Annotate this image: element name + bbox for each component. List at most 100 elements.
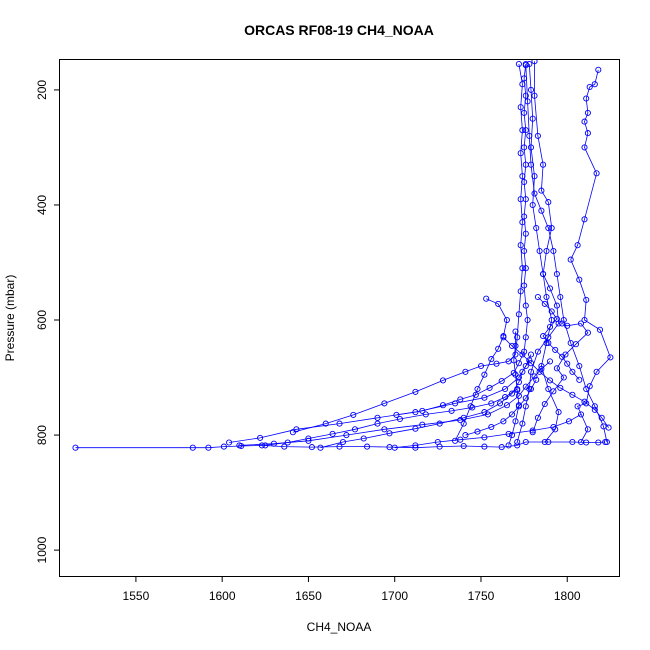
data-point [522,127,529,134]
data-point [422,411,429,418]
data-point [317,444,324,451]
series-layer [72,60,614,451]
data-point [329,430,336,437]
data-point [205,444,212,451]
data-point [524,98,531,105]
data-point [531,60,538,65]
series-profile [317,357,533,451]
data-point [305,435,312,442]
data-point [560,374,567,381]
series-line [516,61,560,443]
data-point [541,400,548,408]
chart-title: ORCAS RF08-19 CH4_NOAA [244,22,434,38]
y-tick-label: 400 [35,195,49,215]
series-line [537,296,580,381]
data-point [548,308,555,315]
data-point [553,315,560,322]
data-point [546,377,554,384]
data-point [586,383,593,390]
data-point [258,442,265,449]
data-point [595,439,602,446]
data-point [545,339,552,347]
data-point [577,320,585,327]
x-axis-label: CH4_NOAA [307,620,372,634]
data-point [522,302,529,309]
data-point [493,360,500,367]
data-point [448,407,455,414]
data-point [526,132,533,139]
series-line [396,63,529,416]
data-point [505,442,512,449]
data-point [72,444,79,451]
data-point [586,83,593,91]
data-point [484,411,491,418]
data-point [412,442,419,449]
data-point [508,342,516,349]
data-point [477,362,485,370]
data-point [581,316,588,324]
data-point [486,384,493,391]
data-point [607,354,614,361]
data-point [519,351,526,358]
series-profile [514,60,562,446]
data-point [514,387,521,394]
data-point [374,420,381,427]
data-point [560,316,567,324]
data-point [583,296,590,303]
data-point [522,92,529,99]
data-point [496,400,504,407]
data-point [557,293,564,301]
data-point [581,144,588,151]
data-point [522,62,529,69]
data-point [538,207,545,214]
data-point [533,224,540,232]
data-point [519,81,526,88]
data-point [483,295,490,302]
data-point [226,439,233,446]
data-point [436,420,443,427]
data-point [553,365,560,372]
data-point [522,265,529,272]
series-profile [500,334,612,431]
data-point [481,443,488,450]
data-point [519,368,526,375]
series-profile [505,328,522,449]
data-point [519,265,526,272]
series-line [265,388,518,446]
y-tick-label: 600 [35,310,49,330]
series-line [229,354,532,443]
data-point [462,368,469,375]
series-line [394,414,582,449]
data-point [474,428,481,435]
data-point [605,424,612,431]
data-point [527,144,535,151]
data-point [517,288,524,295]
data-point [559,320,566,327]
data-point [517,104,524,111]
series-profile [391,411,585,451]
series-line [320,360,530,449]
data-point [503,402,510,409]
data-point [514,442,521,449]
data-point [522,334,529,341]
data-point [596,326,604,333]
data-point [577,438,585,446]
data-point [189,444,196,451]
data-point [591,81,598,88]
x-tick-label: 1600 [209,589,236,603]
data-point [220,443,227,450]
data-point [534,293,541,301]
data-point [515,392,522,399]
y-axis: 200 400 600 800 1000 [35,80,60,563]
data-point [591,406,598,413]
series-line [525,65,608,443]
data-point [503,316,510,324]
x-tick-label: 1700 [381,589,408,603]
data-point [439,377,447,384]
data-point [419,407,426,414]
data-point [581,398,588,405]
data-point [502,385,509,393]
data-point [546,285,554,292]
data-point [521,213,528,220]
series-line [292,63,523,433]
